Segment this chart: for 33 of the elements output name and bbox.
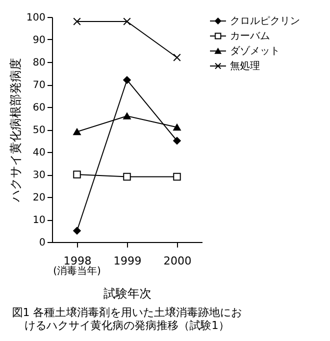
- point: [173, 136, 181, 145]
- point: [73, 128, 81, 136]
- x-tick-label: 2000: [164, 254, 192, 268]
- point: [173, 124, 181, 131]
- legend-label: 無処理: [230, 60, 260, 72]
- y-tick-label: 10: [32, 215, 46, 226]
- point: [123, 76, 131, 84]
- x-axis-title: 試験年次: [104, 286, 152, 300]
- point: [173, 172, 181, 181]
- y-tick-label: 90: [32, 35, 46, 46]
- y-tick-label: 80: [32, 58, 46, 68]
- text: 図1 各種土壌消毒剤を用いた土壌消毒跡地におけるハクサイ黄化病の発病推移（試験1）: [12, 306, 242, 332]
- y-tick-label: 50: [32, 125, 46, 136]
- point: [123, 112, 131, 120]
- point: [123, 172, 131, 181]
- y-tick-label: 20: [32, 192, 46, 204]
- point: [73, 170, 81, 178]
- point: [73, 226, 81, 235]
- y-tick-label: 40: [32, 148, 46, 158]
- y-tick-label: 0: [39, 238, 46, 248]
- legend-label: クロルピクリン: [230, 16, 300, 27]
- y-tick-label: 70: [32, 80, 46, 91]
- legend-label: ダゾメット: [230, 45, 280, 57]
- y-tick-label: 30: [32, 170, 46, 181]
- point: [73, 18, 81, 26]
- y-tick-label: 60: [32, 102, 46, 114]
- y-tick-label: 100: [26, 12, 46, 24]
- point: [173, 54, 181, 62]
- legend-label: カーバム: [230, 31, 270, 42]
- x-tick-label: 1999: [114, 254, 142, 268]
- text: (消毒当年): [53, 265, 101, 277]
- point: [123, 18, 131, 26]
- y-axis-title: ハクサイ黄化病根部発病度: [8, 58, 22, 203]
